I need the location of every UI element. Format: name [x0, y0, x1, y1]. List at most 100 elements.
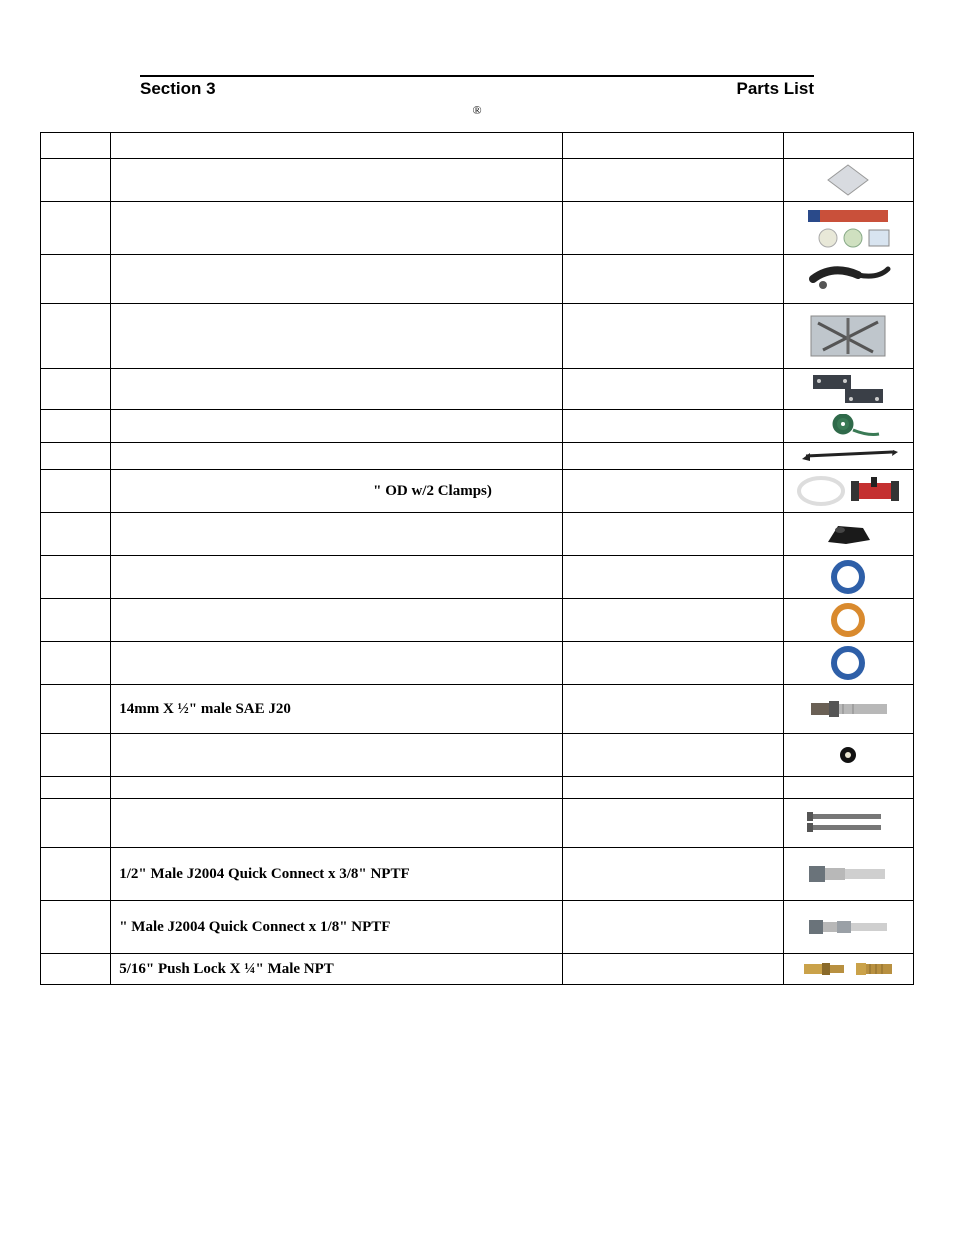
part-thumbnail-icon	[823, 646, 873, 680]
part-thumbnail-icon	[818, 517, 878, 551]
table-row	[41, 556, 914, 599]
table-row	[41, 777, 914, 799]
col-index	[41, 369, 111, 410]
col-partno	[562, 443, 783, 470]
col-partno	[562, 599, 783, 642]
col-index	[41, 255, 111, 304]
col-partno	[562, 202, 783, 255]
part-thumbnail-icon	[803, 689, 893, 729]
table-row	[41, 304, 914, 369]
registered-mark: ®	[40, 103, 914, 118]
col-thumbnail	[783, 369, 913, 410]
col-description	[111, 734, 563, 777]
col-description	[111, 777, 563, 799]
col-thumbnail	[783, 901, 913, 954]
col-thumbnail	[783, 202, 913, 255]
col-partno	[562, 734, 783, 777]
col-partno	[562, 901, 783, 954]
col-description	[111, 202, 563, 255]
col-thumbnail	[783, 443, 913, 470]
part-thumbnail-icon	[798, 958, 898, 980]
col-partno	[562, 954, 783, 985]
col-partno	[562, 642, 783, 685]
col-description	[111, 369, 563, 410]
col-description	[111, 304, 563, 369]
col-description	[111, 642, 563, 685]
part-thumbnail-icon	[823, 603, 873, 637]
col-partno	[562, 848, 783, 901]
col-description	[111, 255, 563, 304]
col-description	[111, 133, 563, 159]
col-index	[41, 799, 111, 848]
table-row: 14mm X ½" male SAE J20	[41, 685, 914, 734]
part-thumbnail-icon	[813, 414, 883, 438]
col-partno	[562, 556, 783, 599]
col-thumbnail	[783, 513, 913, 556]
col-description: " OD w/2 Clamps)	[111, 470, 563, 513]
part-thumbnail-icon	[803, 803, 893, 843]
col-partno	[562, 799, 783, 848]
col-partno	[562, 777, 783, 799]
col-thumbnail	[783, 734, 913, 777]
col-description	[111, 799, 563, 848]
col-thumbnail	[783, 410, 913, 443]
col-description: " Male J2004 Quick Connect x 1/8" NPTF	[111, 901, 563, 954]
section-label: Section 3	[140, 79, 216, 99]
table-row	[41, 255, 914, 304]
table-row	[41, 599, 914, 642]
header-row: Section 3 Parts List	[140, 79, 814, 99]
part-thumbnail-icon	[803, 308, 893, 364]
col-index	[41, 443, 111, 470]
col-index	[41, 304, 111, 369]
col-description	[111, 159, 563, 202]
col-thumbnail	[783, 685, 913, 734]
col-description	[111, 443, 563, 470]
table-row	[41, 410, 914, 443]
col-index	[41, 642, 111, 685]
table-row	[41, 799, 914, 848]
col-partno	[562, 133, 783, 159]
col-partno	[562, 159, 783, 202]
col-thumbnail	[783, 799, 913, 848]
col-description	[111, 410, 563, 443]
col-index	[41, 133, 111, 159]
col-partno	[562, 470, 783, 513]
col-index	[41, 954, 111, 985]
col-description	[111, 599, 563, 642]
col-partno	[562, 513, 783, 556]
col-partno	[562, 369, 783, 410]
col-thumbnail	[783, 848, 913, 901]
table-row	[41, 443, 914, 470]
header-rule	[140, 75, 814, 77]
col-thumbnail	[783, 954, 913, 985]
col-description: 14mm X ½" male SAE J20	[111, 685, 563, 734]
table-row	[41, 369, 914, 410]
title-label: Parts List	[737, 79, 814, 99]
col-index	[41, 159, 111, 202]
table-row	[41, 202, 914, 255]
col-partno	[562, 685, 783, 734]
col-partno	[562, 255, 783, 304]
col-partno	[562, 410, 783, 443]
col-index	[41, 734, 111, 777]
col-index	[41, 202, 111, 255]
col-thumbnail	[783, 159, 913, 202]
part-thumbnail-icon	[803, 373, 893, 405]
table-row	[41, 734, 914, 777]
col-thumbnail	[783, 642, 913, 685]
col-index	[41, 410, 111, 443]
part-thumbnail-icon	[823, 163, 873, 197]
table-row	[41, 642, 914, 685]
col-thumbnail	[783, 255, 913, 304]
table-row	[41, 513, 914, 556]
table-row	[41, 159, 914, 202]
part-thumbnail-icon	[803, 259, 893, 299]
col-thumbnail	[783, 470, 913, 513]
table-row: " Male J2004 Quick Connect x 1/8" NPTF	[41, 901, 914, 954]
col-thumbnail	[783, 556, 913, 599]
col-thumbnail	[783, 133, 913, 159]
col-index	[41, 513, 111, 556]
table-row: " OD w/2 Clamps)	[41, 470, 914, 513]
parts-table: " OD w/2 Clamps) 14mm X ½" male SAE J20 …	[40, 132, 914, 985]
col-thumbnail	[783, 777, 913, 799]
